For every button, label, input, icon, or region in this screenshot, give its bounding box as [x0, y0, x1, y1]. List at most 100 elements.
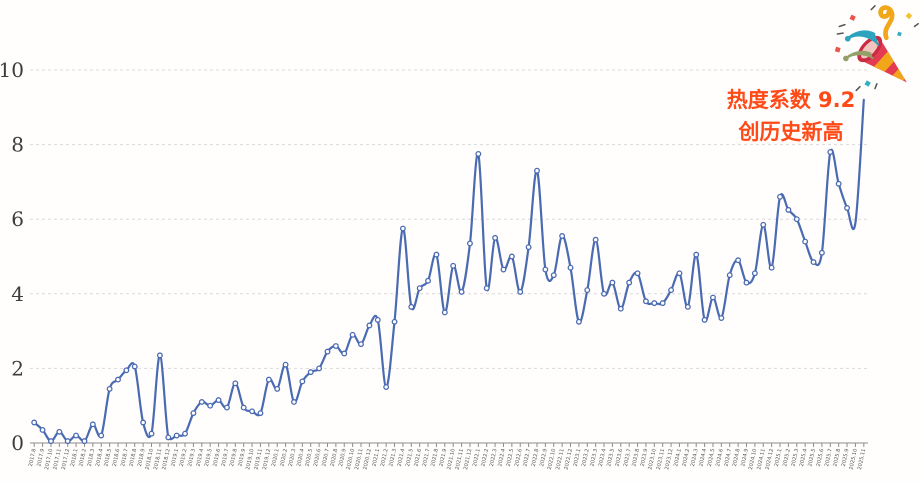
- data-point-marker: [726, 272, 733, 279]
- x-axis-tick-label: 2024.3: [690, 448, 700, 467]
- data-point-marker: [307, 369, 314, 376]
- data-point-marker: [777, 193, 783, 200]
- data-point-marker: [131, 363, 138, 370]
- x-axis-tick-label: 2022.12: [564, 448, 574, 470]
- data-point-marker: [508, 253, 515, 260]
- data-point-marker: [240, 404, 247, 411]
- x-axis-tick-label: 2025.1: [774, 448, 784, 467]
- data-point-marker: [684, 303, 691, 310]
- x-axis-tick-label: 2021.6: [413, 448, 423, 467]
- data-point-marker: [48, 438, 54, 445]
- party-popper-icon: [834, 5, 919, 92]
- data-point-marker: [249, 408, 256, 415]
- x-axis-tick-label: 2024.4: [698, 447, 708, 467]
- x-axis-tick-label: 2022.8: [531, 448, 541, 467]
- x-axis-tick-label: 2024.5: [707, 448, 717, 467]
- x-axis-tick-label: 2025.10: [849, 448, 859, 470]
- x-axis-tick-label: 2025.11: [857, 448, 867, 470]
- x-axis-tick-label: 2024.9: [740, 448, 750, 467]
- data-point-marker: [215, 397, 222, 404]
- x-axis-tick-label: 2021.11: [455, 448, 465, 470]
- data-point-marker: [492, 234, 499, 241]
- x-axis-tick-label: 2020.7: [321, 448, 331, 467]
- data-point-marker: [592, 236, 599, 243]
- y-axis-tick-label: 0: [11, 431, 24, 455]
- data-point-marker: [223, 404, 230, 411]
- data-point-marker: [634, 270, 641, 277]
- data-point-marker: [584, 287, 591, 294]
- x-axis-tick-label: 2022.7: [522, 448, 532, 467]
- data-point-marker: [366, 322, 373, 329]
- data-point-marker: [106, 385, 113, 392]
- y-axis-tick-label: 6: [11, 207, 24, 231]
- x-axis-tick-label: 2022.6: [514, 448, 524, 467]
- data-point-marker: [735, 257, 742, 264]
- data-point-marker: [835, 180, 842, 187]
- data-point-marker: [408, 303, 415, 310]
- x-axis-tick-label: 2023.3: [589, 448, 599, 467]
- data-point-marker: [693, 251, 700, 258]
- data-point-marker: [332, 343, 339, 349]
- data-point-marker: [550, 272, 557, 279]
- x-axis-tick-label: 2018.2: [78, 448, 88, 467]
- data-point-marker: [458, 288, 465, 295]
- x-axis-tick-label: 2019.8: [229, 448, 239, 467]
- x-axis-tick-label: 2025.8: [832, 448, 842, 467]
- x-axis-tick-label: 2023.6: [615, 448, 625, 467]
- heat-index-series-line: [33, 98, 865, 443]
- data-point-marker: [282, 361, 289, 368]
- x-axis-tick-label: 2022.2: [481, 448, 491, 467]
- x-axis-tick-label: 2023.8: [631, 448, 641, 467]
- data-point-marker: [383, 384, 390, 390]
- x-axis-tick-label: 2019.5: [204, 448, 214, 467]
- data-point-marker: [785, 206, 792, 213]
- data-point-marker: [467, 240, 473, 247]
- x-axis-tick-label: 2017.11: [52, 448, 62, 470]
- x-axis-tick-label: 2019.6: [212, 448, 222, 467]
- x-axis-tick-label: 2021.5: [405, 448, 415, 467]
- data-point-marker: [56, 428, 63, 435]
- x-axis-tick-label: 2021.4: [397, 447, 407, 467]
- data-point-marker: [39, 426, 46, 433]
- x-axis-tick-label: 2017.12: [61, 448, 71, 470]
- x-axis-tick-label: 2022.4: [497, 447, 507, 467]
- x-axis-tick-label: 2021.7: [422, 448, 432, 467]
- data-point-marker: [802, 238, 809, 245]
- data-point-marker: [751, 270, 758, 277]
- x-axis-tick-label: 2023.12: [664, 448, 674, 470]
- x-axis-tick-label: 2017.9: [36, 448, 46, 467]
- x-axis-tick-label: 2024.1: [673, 448, 683, 467]
- data-point-marker: [165, 434, 172, 441]
- y-axis-tick-label: 10: [0, 58, 24, 82]
- x-axis-tick-label: 2018.11: [153, 448, 163, 470]
- x-axis-tick-label: 2021.9: [439, 448, 449, 467]
- x-axis-tick-label: 2018.7: [120, 448, 130, 467]
- data-point-marker: [148, 430, 155, 437]
- x-axis-tick-label: 2018.5: [103, 448, 113, 467]
- x-axis-tick-label: 2019.11: [254, 448, 264, 470]
- x-axis-tick-label: 2024.10: [748, 448, 758, 470]
- x-axis-tick-label: 2025.7: [824, 448, 834, 467]
- data-point-marker: [844, 205, 850, 211]
- x-axis-tick-label: 2023.1: [573, 448, 583, 467]
- x-axis-tick-label: 2019.12: [262, 448, 272, 470]
- x-axis-tick-label: 2018.1: [70, 448, 80, 467]
- x-axis-tick-label: 2018.6: [112, 448, 122, 467]
- x-axis-tick-label: 2020.10: [346, 448, 356, 470]
- x-axis-tick-label: 2020.4: [296, 447, 306, 467]
- x-axis-tick-label: 2020.12: [363, 448, 373, 470]
- x-axis-tick-label: 2021.10: [446, 448, 456, 470]
- x-axis-tick-label: 2021.8: [430, 448, 440, 467]
- data-point-marker: [349, 331, 356, 338]
- x-axis-tick-label: 2023.10: [647, 448, 657, 470]
- data-point-marker: [433, 251, 440, 258]
- data-point-marker: [140, 419, 147, 426]
- data-point-marker: [198, 399, 205, 405]
- x-axis-tick-label: 2020.2: [279, 448, 289, 467]
- x-axis-tick-label: 2024.6: [715, 448, 725, 467]
- x-axis-tick-label: 2025.2: [782, 448, 792, 467]
- x-axis-tick-label: 2023.5: [606, 448, 616, 467]
- data-point-marker: [810, 259, 817, 266]
- data-point-marker: [542, 266, 549, 273]
